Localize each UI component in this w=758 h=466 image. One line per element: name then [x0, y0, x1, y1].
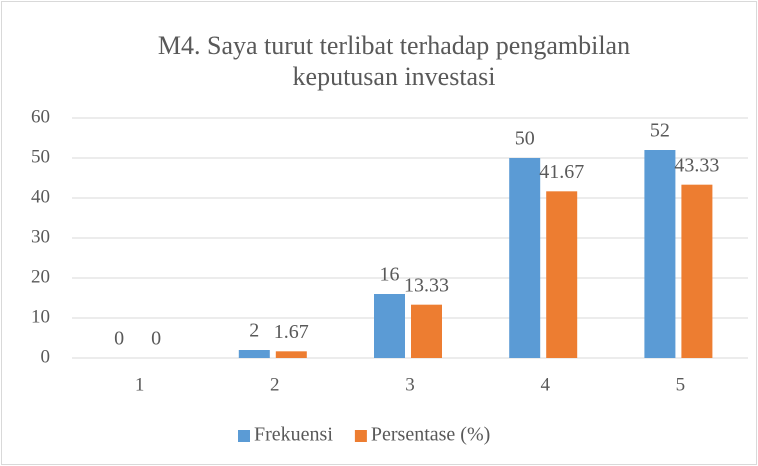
data-label: 2 — [249, 320, 259, 342]
y-tick-label: 10 — [31, 306, 50, 327]
data-label: 0 — [151, 328, 161, 350]
bar — [374, 294, 405, 358]
bar — [509, 158, 541, 358]
bar — [238, 350, 270, 358]
data-label: 43.33 — [674, 154, 719, 176]
bar — [681, 184, 713, 358]
chart-title: M4. Saya turut terlibat terhadap pengamb… — [158, 31, 630, 60]
data-label: 16 — [380, 264, 400, 286]
x-tick-label: 5 — [676, 374, 686, 395]
x-tick-label: 2 — [270, 374, 280, 395]
data-label: 41.67 — [539, 161, 584, 183]
chart-title: keputusan investasi — [293, 62, 496, 91]
data-label: 52 — [650, 120, 670, 142]
y-tick-label: 40 — [31, 186, 50, 207]
y-tick-label: 30 — [31, 226, 50, 247]
y-tick-label: 60 — [31, 106, 50, 127]
data-label: 1.67 — [274, 321, 309, 343]
bar — [275, 351, 307, 358]
data-label: 13.33 — [404, 274, 449, 296]
x-tick-label: 1 — [135, 374, 145, 395]
y-tick-label: 50 — [31, 146, 50, 167]
legend-swatch — [354, 430, 367, 442]
data-label: 50 — [515, 128, 535, 150]
x-tick-label: 3 — [405, 374, 415, 395]
bar — [644, 150, 676, 358]
y-tick-label: 20 — [31, 266, 50, 287]
y-tick-label: 0 — [41, 346, 51, 367]
legend-swatch — [238, 430, 250, 442]
data-label: 0 — [114, 328, 124, 350]
legend-label: Persentase (%) — [371, 424, 490, 446]
bar — [411, 304, 442, 358]
bar — [546, 191, 578, 358]
x-tick-label: 4 — [540, 374, 550, 395]
legend-label: Frekuensi — [254, 424, 333, 446]
